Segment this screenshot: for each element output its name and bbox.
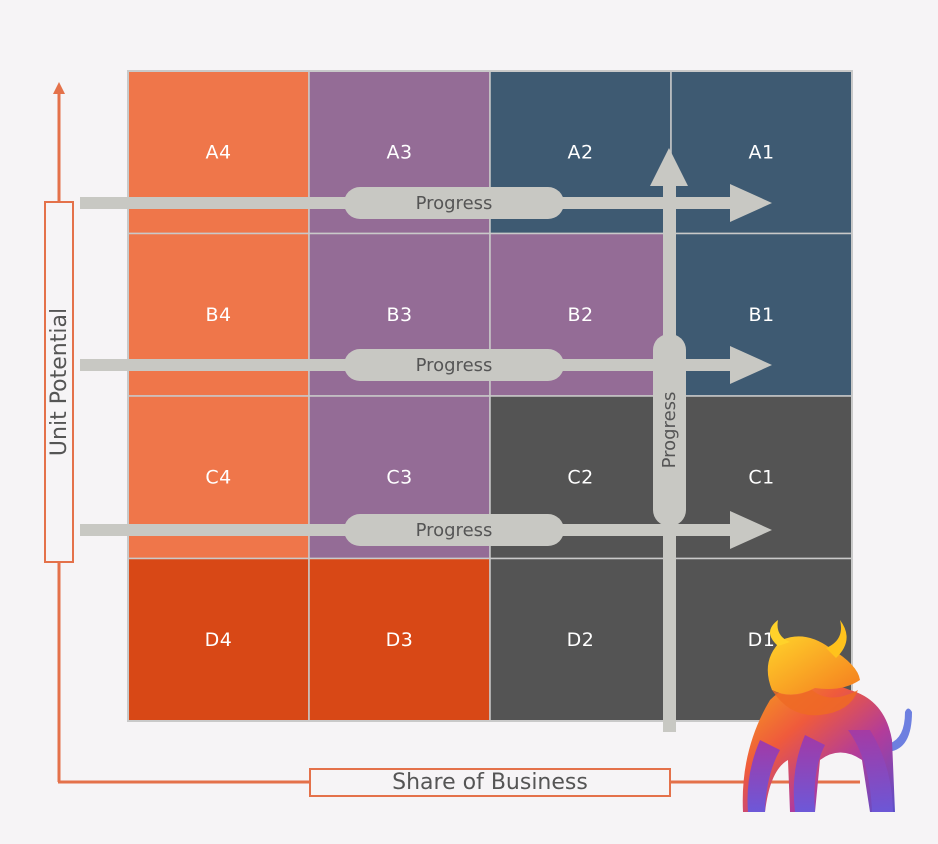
matrix-cell-label: A1 [748, 142, 774, 164]
matrix-cell-label: A2 [567, 142, 593, 164]
matrix-cell-label: A4 [205, 142, 231, 164]
grid-border [127, 70, 853, 722]
y-axis-label-box [44, 201, 74, 563]
y-axis-arrowhead [53, 82, 65, 94]
arrow-head [650, 148, 688, 186]
progress-label: Progress [416, 520, 493, 541]
matrix-cell-label: D4 [205, 629, 233, 651]
matrix-cell-d3 [308, 557, 491, 722]
matrix-cell-label: C4 [205, 467, 231, 489]
arrow-head [730, 346, 772, 384]
matrix-cell-d2 [489, 557, 672, 722]
matrix-cell-d4 [127, 557, 310, 722]
axes: Unit Potential Share of Business [44, 82, 860, 797]
progress-arrow-row-c: Progress [80, 511, 772, 549]
progress-pill [344, 514, 564, 546]
matrix-grid: A4 A3 A2 A1 B4 B3 B2 B1 C4 C3 C2 C1 D4 D3 D2 D1 [127, 70, 853, 722]
matrix-cell-label: B1 [748, 304, 774, 326]
y-axis-label: Unit Potential [47, 308, 72, 456]
arrow-head [730, 184, 772, 222]
matrix-cell-label: A3 [386, 142, 412, 164]
matrix-cell-label: B2 [567, 304, 593, 326]
x-axis-label: Share of Business [392, 770, 588, 795]
matrix-cell-label: C1 [748, 467, 774, 489]
matrix-cell-label: D2 [567, 629, 595, 651]
progress-label: Progress [416, 355, 493, 376]
bull-logo [742, 620, 912, 812]
progress-arrow-row-a: Progress [80, 184, 772, 222]
matrix-cell-label: D1 [748, 629, 776, 651]
matrix-cell-label: B4 [205, 304, 231, 326]
matrix-cell-label: B3 [386, 304, 412, 326]
progress-pill [344, 349, 564, 381]
progress-arrow-vertical: Progress [650, 148, 688, 732]
progress-pill [653, 334, 686, 526]
arrow-head [730, 511, 772, 549]
progress-arrow-row-b: Progress [80, 346, 772, 384]
matrix-cell-label: D3 [386, 629, 414, 651]
progress-label: Progress [659, 392, 680, 469]
matrix-cell-label: C2 [567, 467, 593, 489]
matrix-cell-label: C3 [386, 467, 412, 489]
progress-label: Progress [416, 193, 493, 214]
progress-pill [344, 187, 564, 219]
x-axis-label-box [309, 768, 671, 797]
